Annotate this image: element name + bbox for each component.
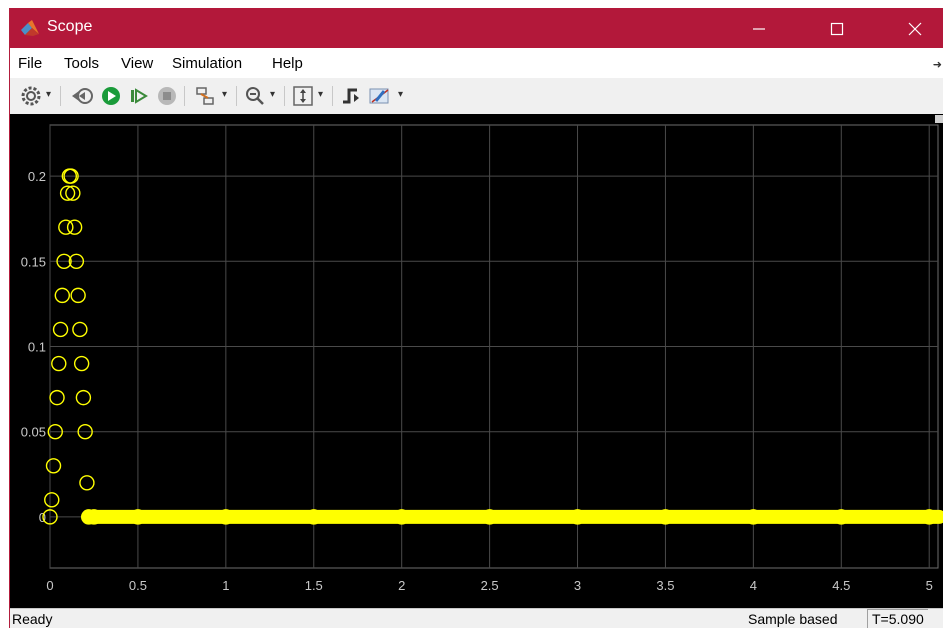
highlight-icon [196, 87, 214, 105]
data-point [65, 185, 81, 201]
menu-help[interactable]: Help [272, 55, 303, 72]
menu-bar: File Tools View Simulation Help ➜ [10, 48, 943, 78]
menu-file[interactable]: File [18, 55, 43, 72]
scope-window: Scope File Tools View Simulation Help ➜ [9, 8, 943, 628]
measurements-button[interactable] [368, 85, 394, 107]
zoom-button[interactable] [244, 85, 266, 107]
maximize-icon [830, 22, 844, 36]
data-point [58, 219, 74, 235]
run-button[interactable] [100, 85, 122, 107]
measurements-icon [369, 88, 389, 104]
data-point [49, 389, 65, 406]
x-tick-label: 2.5 [481, 578, 499, 593]
status-mode: Sample based [748, 611, 838, 627]
toolbar-separator [332, 86, 333, 106]
data-point [68, 253, 85, 270]
zoom-dropdown-icon[interactable]: ▾ [270, 89, 276, 100]
minimize-icon [753, 28, 765, 30]
data-point [66, 219, 83, 235]
x-tick-label: 3 [574, 578, 581, 593]
stop-button[interactable] [156, 85, 178, 107]
x-tick-label: 0 [46, 578, 53, 593]
toolbar-separator [236, 86, 237, 106]
status-ready: Ready [12, 611, 53, 627]
scope-plot[interactable]: 0 0.5 1 1.5 2 2.5 3 3.5 4 4.5 500.050.10.150.2 [10, 114, 943, 608]
status-bar: Ready Sample based T=5.090 [10, 608, 943, 628]
highlight-button[interactable] [194, 85, 218, 107]
data-point [56, 253, 72, 270]
toolbar-separator [184, 86, 185, 106]
data-point [70, 287, 86, 304]
settings-button[interactable] [20, 85, 42, 107]
autoscale-icon [293, 86, 313, 106]
menu-view[interactable]: View [121, 55, 154, 72]
autoscale-dropdown-icon[interactable]: ▾ [318, 89, 324, 100]
x-tick-label: 1.5 [305, 578, 323, 593]
data-point [77, 423, 93, 440]
menu-overflow-arrow-icon[interactable]: ➜ [932, 59, 942, 71]
step-forward-icon [131, 88, 148, 104]
data-point [75, 389, 92, 406]
toolbar-separator [60, 86, 61, 106]
x-tick-label: 2 [398, 578, 405, 593]
background-strip [0, 0, 943, 8]
data-point [79, 475, 95, 491]
close-button[interactable] [892, 8, 938, 48]
data-point [44, 492, 60, 508]
maximize-button[interactable] [814, 8, 860, 48]
y-tick-label: 0.15 [21, 254, 46, 269]
triggers-icon [343, 88, 359, 104]
step-back-icon [72, 88, 93, 104]
measurements-dropdown-icon[interactable]: ▾ [398, 89, 404, 100]
data-point [42, 509, 58, 525]
data-point [59, 185, 76, 201]
scope-display[interactable]: 0 0.5 1 1.5 2 2.5 3 3.5 4 4.5 5 0 0.05 0.1 0.15 0.2 [10, 114, 943, 608]
settings-icon [21, 86, 41, 106]
data-point [47, 423, 63, 440]
data-point [45, 458, 62, 474]
y-tick-label: 0.1 [28, 340, 46, 355]
minimize-button[interactable] [736, 8, 782, 48]
x-tick-label: 0.5 [129, 578, 147, 593]
y-tick-label: 0.2 [28, 169, 46, 184]
data-point [54, 287, 71, 304]
step-back-button[interactable] [70, 85, 96, 107]
data-point [72, 321, 88, 338]
x-tick-label: 3.5 [656, 578, 674, 593]
highlight-dropdown-icon[interactable]: ▾ [222, 89, 228, 100]
step-forward-button[interactable] [128, 85, 150, 107]
stop-icon [158, 87, 176, 105]
toolbar-separator [284, 86, 285, 106]
x-tick-label: 5 [926, 578, 933, 593]
matlab-logo-icon [21, 20, 39, 36]
run-icon [102, 87, 120, 105]
y-tick-label: 0.05 [21, 425, 46, 440]
x-tick-label: 1 [222, 578, 229, 593]
status-time: T=5.090 [867, 609, 928, 628]
settings-dropdown-icon[interactable]: ▾ [46, 89, 52, 100]
x-tick-label: 4 [750, 578, 757, 593]
data-point [63, 168, 79, 184]
autoscale-button[interactable] [292, 85, 314, 107]
data-point [52, 321, 69, 338]
title-bar[interactable]: Scope [10, 8, 943, 48]
expand-corner-icon [935, 115, 943, 123]
triggers-button[interactable] [340, 85, 362, 107]
toolbar: ▾ [10, 78, 943, 114]
window-title: Scope [47, 18, 93, 35]
menu-simulation[interactable]: Simulation [172, 55, 243, 72]
x-tick-label: 4.5 [832, 578, 850, 593]
close-icon [908, 22, 922, 36]
menu-tools[interactable]: Tools [64, 55, 100, 72]
data-point [73, 355, 90, 372]
data-point [51, 355, 67, 372]
zoom-icon [246, 87, 264, 105]
